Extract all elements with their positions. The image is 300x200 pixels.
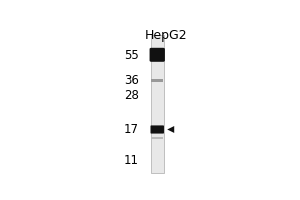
FancyBboxPatch shape — [151, 125, 164, 134]
Bar — [152, 137, 163, 139]
Text: HepG2: HepG2 — [145, 29, 188, 42]
Text: 11: 11 — [124, 154, 139, 167]
Text: 55: 55 — [124, 49, 139, 62]
Text: 17: 17 — [124, 123, 139, 136]
Polygon shape — [167, 126, 174, 133]
Bar — [152, 79, 163, 82]
Bar — [151, 35, 164, 173]
FancyBboxPatch shape — [150, 48, 165, 62]
Text: 36: 36 — [124, 74, 139, 87]
Text: 28: 28 — [124, 89, 139, 102]
